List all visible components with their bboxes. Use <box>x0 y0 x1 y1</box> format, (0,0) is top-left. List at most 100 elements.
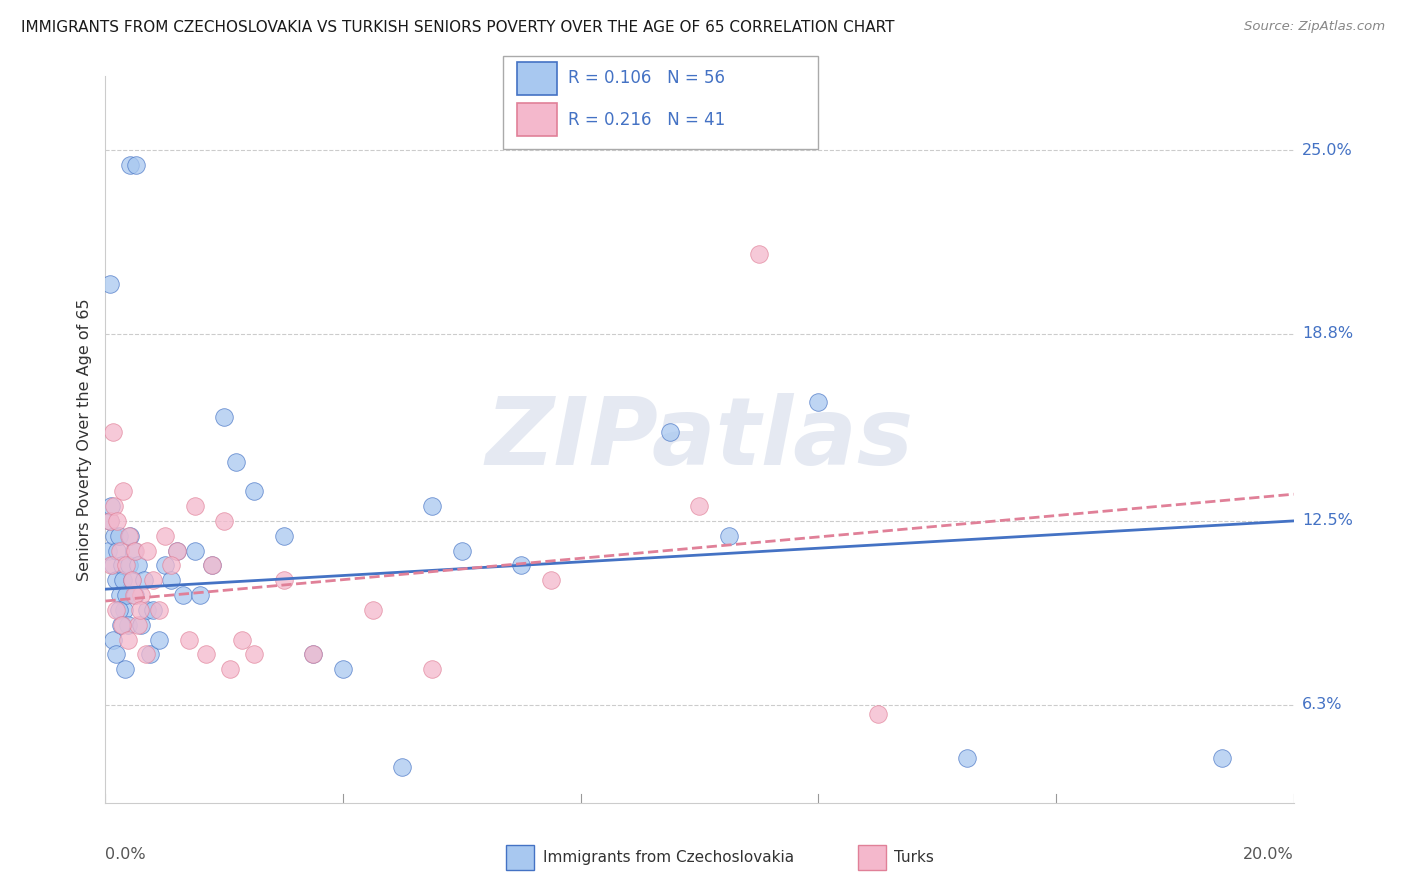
Point <box>97 543 120 558</box>
Point <box>120 158 142 172</box>
Point <box>159 574 181 588</box>
Point <box>201 558 224 573</box>
Text: ZIPatlas: ZIPatlas <box>485 393 914 485</box>
Point <box>121 574 143 588</box>
Point <box>101 558 124 573</box>
Point <box>105 603 128 617</box>
Point <box>122 543 145 558</box>
Point <box>231 632 253 647</box>
Point <box>98 514 121 528</box>
Point <box>120 529 142 543</box>
Point <box>135 648 157 662</box>
Text: 25.0%: 25.0% <box>1302 143 1353 158</box>
Point <box>177 632 200 647</box>
Point <box>101 632 124 647</box>
Point <box>225 454 247 468</box>
Text: 20.0%: 20.0% <box>1243 847 1294 863</box>
Point <box>361 603 384 617</box>
Point <box>183 543 205 558</box>
Point <box>110 588 132 602</box>
Point <box>124 588 146 602</box>
Point <box>129 603 152 617</box>
Point <box>273 529 295 543</box>
Text: Source: ZipAtlas.com: Source: ZipAtlas.com <box>1244 20 1385 33</box>
Point <box>136 543 159 558</box>
Point <box>332 662 354 676</box>
Point <box>114 603 136 617</box>
Point <box>114 662 136 676</box>
Point <box>391 760 413 774</box>
Y-axis label: Seniors Poverty Over the Age of 65: Seniors Poverty Over the Age of 65 <box>76 298 91 581</box>
Point <box>104 648 127 662</box>
Point <box>166 543 188 558</box>
Point <box>450 543 472 558</box>
Point <box>510 558 533 573</box>
Point <box>129 588 152 602</box>
Point <box>718 529 741 543</box>
Point <box>689 499 711 513</box>
Point <box>243 648 266 662</box>
Point <box>112 574 135 588</box>
Point <box>100 499 122 513</box>
Point <box>153 529 176 543</box>
Point <box>132 574 155 588</box>
Point <box>118 558 141 573</box>
Point <box>183 499 205 513</box>
Point <box>142 574 165 588</box>
Text: 12.5%: 12.5% <box>1302 514 1353 528</box>
Text: R = 0.106   N = 56: R = 0.106 N = 56 <box>568 70 725 87</box>
Text: IMMIGRANTS FROM CZECHOSLOVAKIA VS TURKISH SENIORS POVERTY OVER THE AGE OF 65 COR: IMMIGRANTS FROM CZECHOSLOVAKIA VS TURKIS… <box>21 20 894 35</box>
Point <box>195 648 218 662</box>
Point <box>125 158 148 172</box>
Point <box>108 603 131 617</box>
Text: Immigrants from Czechoslovakia: Immigrants from Czechoslovakia <box>543 850 794 864</box>
Text: Turks: Turks <box>894 850 934 864</box>
Point <box>127 558 149 573</box>
Point <box>302 648 325 662</box>
Point <box>201 558 224 573</box>
Text: 18.8%: 18.8% <box>1302 326 1353 342</box>
Point <box>124 543 146 558</box>
Point <box>110 543 132 558</box>
Point <box>139 648 162 662</box>
Point <box>807 395 830 409</box>
Point <box>122 588 145 602</box>
Point <box>115 588 138 602</box>
Point <box>121 574 143 588</box>
Point <box>219 662 242 676</box>
Point <box>243 484 266 499</box>
Point <box>420 662 443 676</box>
Point <box>214 410 236 425</box>
Point <box>148 632 170 647</box>
Point <box>166 543 188 558</box>
Point <box>118 529 141 543</box>
Point <box>115 558 138 573</box>
Point <box>172 588 194 602</box>
Point <box>117 632 139 647</box>
Point <box>100 558 122 573</box>
Point <box>98 277 121 291</box>
Point <box>136 603 159 617</box>
Point <box>190 588 212 602</box>
Text: 0.0%: 0.0% <box>105 847 146 863</box>
Point <box>103 529 125 543</box>
Point <box>866 706 889 721</box>
Point <box>420 499 443 513</box>
Text: 6.3%: 6.3% <box>1302 698 1343 713</box>
Point <box>112 484 135 499</box>
Point <box>110 617 132 632</box>
Point <box>103 499 125 513</box>
Point <box>117 617 139 632</box>
Point <box>302 648 325 662</box>
Point <box>956 751 979 765</box>
Point <box>107 529 129 543</box>
Point <box>111 558 134 573</box>
Point <box>129 617 152 632</box>
Point <box>127 617 149 632</box>
Text: R = 0.216   N = 41: R = 0.216 N = 41 <box>568 111 725 128</box>
Point <box>214 514 236 528</box>
Point <box>105 574 128 588</box>
Point <box>142 603 165 617</box>
Point <box>658 425 681 439</box>
Point <box>273 574 295 588</box>
